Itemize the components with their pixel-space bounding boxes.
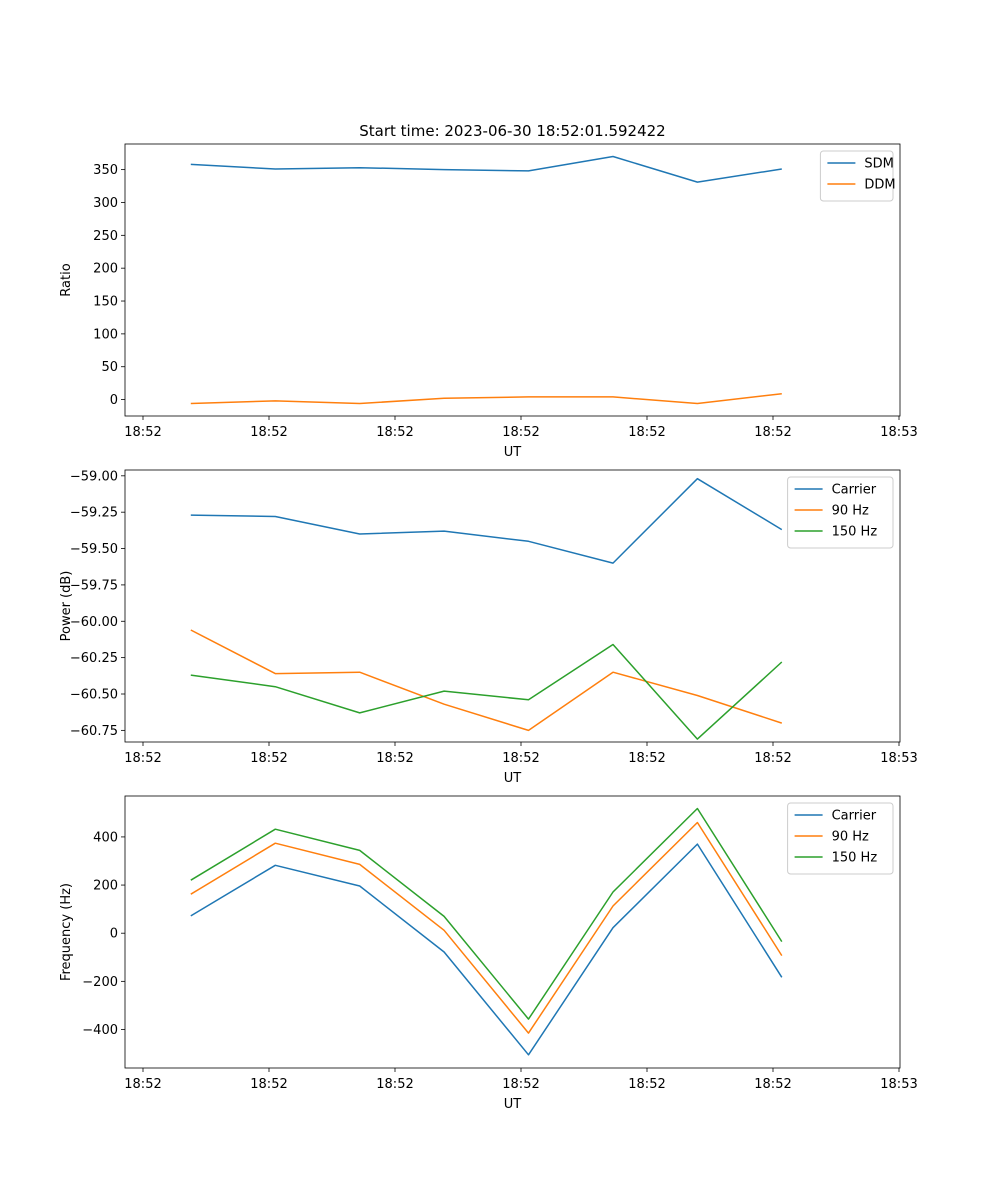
y-tick-label: −59.75: [70, 578, 118, 593]
series-line-90-hz: [190, 821, 783, 1034]
y-tick-label: 0: [110, 927, 118, 942]
y-tick-label: 350: [93, 163, 118, 178]
series-line-ddm: [190, 392, 782, 405]
panels: 18:52 18:52 18:52 18:52 18:52 18:52 18:53 0 50 10…: [59, 143, 918, 1112]
x-tick-label: 18:52: [376, 425, 413, 440]
series-line-carrier: [190, 843, 783, 1056]
legend-label: DDM: [864, 178, 895, 193]
y-tick-label: −59.25: [70, 506, 118, 521]
y-axis-label: Frequency (Hz): [59, 883, 74, 981]
y-tick-label: −59.00: [70, 469, 118, 484]
panel-1: 18:52 18:52 18:52 18:52 18:52 18:52 18:53 0 50 10…: [59, 143, 918, 460]
x-tick-label: 18:53: [880, 425, 917, 440]
y-tick-label: 250: [93, 229, 118, 244]
x-tick-label: 18:52: [502, 751, 539, 766]
x-tick-label: 18:52: [754, 1077, 791, 1092]
axes-frame: [124, 469, 901, 743]
y-tick-label: 400: [93, 830, 118, 845]
x-tick-label: 18:52: [250, 751, 287, 766]
x-axis-label: UT: [504, 771, 522, 786]
y-tick-label: −60.50: [70, 688, 118, 703]
series-line-carrier: [190, 477, 783, 564]
y-tick-label: 0: [110, 393, 118, 408]
y-tick-label: −60.00: [70, 615, 118, 630]
x-tick-label: 18:52: [754, 751, 791, 766]
y-tick-label: 300: [93, 196, 118, 211]
x-tick-label: 18:52: [628, 751, 665, 766]
y-tick-label: −400: [82, 1023, 118, 1038]
legend-label: 150 Hz: [832, 525, 878, 540]
x-tick-label: 18:53: [880, 751, 917, 766]
series-line-sdm: [190, 155, 782, 183]
x-tick-label: 18:52: [628, 1077, 665, 1092]
x-tick-label: 18:52: [502, 425, 539, 440]
axes-frame: [124, 143, 901, 417]
x-tick-label: 18:52: [376, 751, 413, 766]
legend-label: Carrier: [832, 483, 877, 498]
y-tick-label: 50: [101, 360, 118, 375]
y-tick-label: 200: [93, 262, 118, 277]
legend-label: 150 Hz: [832, 851, 878, 866]
y-axis-label: Power (dB): [59, 571, 74, 642]
y-tick-label: −60.75: [70, 724, 118, 739]
y-tick-label: −200: [82, 975, 118, 990]
legend-label: 90 Hz: [832, 830, 869, 845]
y-tick-label: −59.50: [70, 542, 118, 557]
x-tick-label: 18:52: [502, 1077, 539, 1092]
x-tick-label: 18:52: [376, 1077, 413, 1092]
x-tick-label: 18:52: [250, 425, 287, 440]
series-line-150-hz: [190, 643, 783, 740]
y-tick-label: 200: [93, 879, 118, 894]
x-tick-label: 18:53: [880, 1077, 917, 1092]
legend-label: SDM: [864, 157, 893, 172]
panel-3: 18:52 18:52 18:52 18:52 18:52 18:52 18:53 −400 −…: [59, 795, 918, 1112]
x-tick-label: 18:52: [628, 425, 665, 440]
series-line-150-hz: [190, 807, 783, 1020]
y-tick-label: 100: [93, 327, 118, 342]
y-tick-label: 150: [93, 295, 118, 310]
axes-frame: [124, 795, 901, 1069]
legend-label: Carrier: [832, 809, 877, 824]
y-axis-label: Ratio: [59, 263, 74, 296]
x-axis-label: UT: [504, 445, 522, 460]
legend-label: 90 Hz: [832, 504, 869, 519]
panel-2: 18:52 18:52 18:52 18:52 18:52 18:52 18:53 −60.7…: [59, 469, 918, 786]
x-tick-label: 18:52: [124, 751, 161, 766]
x-tick-label: 18:52: [124, 1077, 161, 1092]
x-tick-label: 18:52: [250, 1077, 287, 1092]
x-tick-label: 18:52: [754, 425, 791, 440]
y-tick-label: −60.25: [70, 651, 118, 666]
series-line-90-hz: [190, 629, 783, 732]
x-axis-label: UT: [504, 1097, 522, 1112]
figure-title: Start time: 2023-06-30 18:52:01.592422: [359, 122, 665, 140]
x-tick-label: 18:52: [124, 425, 161, 440]
